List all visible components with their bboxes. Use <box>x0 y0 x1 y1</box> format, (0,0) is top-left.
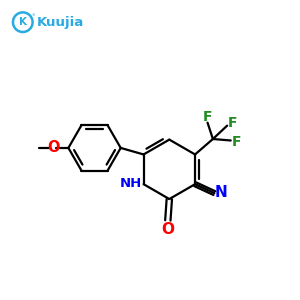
Text: N: N <box>214 185 227 200</box>
Text: K: K <box>19 17 27 27</box>
Text: NH: NH <box>120 177 142 190</box>
Text: Kuujia: Kuujia <box>37 16 84 29</box>
Text: O: O <box>47 140 60 155</box>
Text: F: F <box>228 116 237 130</box>
Text: F: F <box>232 135 242 149</box>
Text: °: ° <box>32 14 35 20</box>
Text: F: F <box>203 110 212 124</box>
Text: O: O <box>161 222 174 237</box>
